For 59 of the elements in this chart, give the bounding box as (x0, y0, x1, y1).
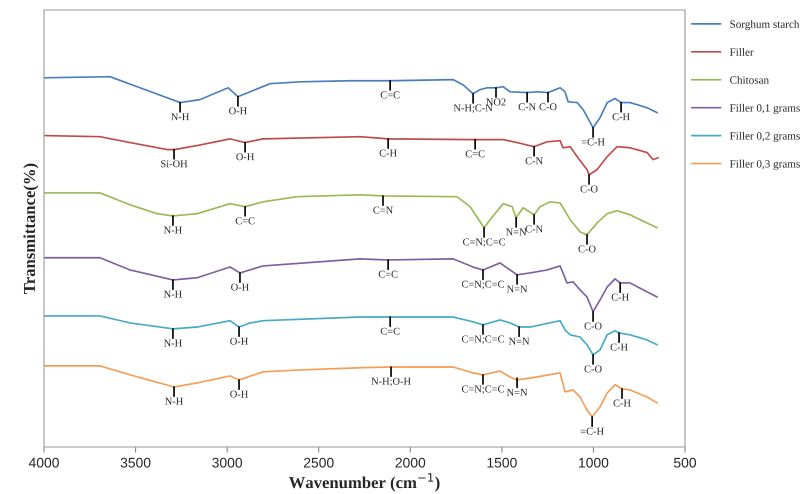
legend-label: Filler 0,3 grams (730, 160, 800, 170)
annotation: O-H (230, 338, 248, 345)
x-tick-label: 2000 (396, 458, 426, 468)
x-tick-label: 2500 (304, 458, 334, 468)
annotation: C-O (580, 186, 598, 192)
annotation: C=C (236, 217, 254, 224)
annotation: C-H (380, 150, 397, 157)
annotation: N-H (164, 226, 182, 234)
annotation: C-O (584, 322, 602, 330)
annotation: N-H;C-N (454, 104, 493, 113)
annotation: N=N (506, 388, 528, 396)
annotation: C-O (578, 245, 596, 252)
x-axis-title: Wavenumber (cm$^{−1}$) (288, 473, 440, 492)
annotation: NO2 (486, 98, 506, 106)
y-axis-title: Transmittance(%) (23, 164, 38, 294)
annotation: C-H (610, 344, 628, 351)
annotation: C-N (526, 225, 543, 232)
legend-label: Sorghum starch (730, 20, 800, 30)
x-tick-label: 1000 (579, 458, 608, 468)
annotation: N=N (506, 286, 528, 292)
legend-label: Filler 0,1 grams (730, 104, 800, 114)
annotation: C-O (539, 103, 557, 110)
annotation: N-H (171, 113, 190, 120)
annotation: C-O (584, 365, 602, 372)
legend-label: Filler 0,2 grams (730, 132, 800, 142)
annotation: O-H (236, 153, 254, 160)
annotation: C-N (526, 157, 543, 164)
annotation: N-H (164, 340, 182, 346)
annotation: N-H (164, 290, 182, 298)
annotation: C=C (466, 150, 484, 158)
annotation: O-H (230, 390, 248, 398)
annotation: N-H (165, 398, 183, 405)
annotation: C=C (380, 328, 400, 335)
annotation: C=C (378, 270, 398, 278)
annotation: C=N;C=C (462, 335, 504, 344)
annotation: O-H (231, 284, 249, 291)
x-tick-label: 1500 (487, 458, 517, 468)
annotation: N=N (508, 338, 530, 345)
legend-label: Chitosan (730, 76, 769, 84)
legend-label: Filler (730, 48, 754, 56)
annotation: C=N;C=C (463, 238, 506, 247)
annotation: C=N;C=C (462, 280, 504, 290)
annotation: Si-OH (161, 160, 188, 168)
x-tick-label: 4000 (28, 458, 59, 468)
annotation: C-H (612, 294, 629, 301)
x-tick-label: 500 (674, 458, 696, 468)
annotation: N-H;O-H (371, 378, 411, 386)
x-tick-label: 3500 (120, 458, 150, 468)
annotation: =C-H (582, 138, 605, 146)
annotation: N=N (506, 228, 526, 236)
annotation: C=N;C=C (462, 385, 504, 394)
x-tick-label: 3000 (212, 458, 242, 468)
annotation: C=N (373, 206, 393, 214)
annotation: =C-H (580, 428, 604, 435)
annotation: C=C (380, 91, 400, 98)
annotation: C-H (613, 400, 631, 407)
annotation: C-N (518, 103, 536, 110)
annotation: O-H (229, 107, 247, 114)
annotation: C-H (612, 113, 630, 120)
